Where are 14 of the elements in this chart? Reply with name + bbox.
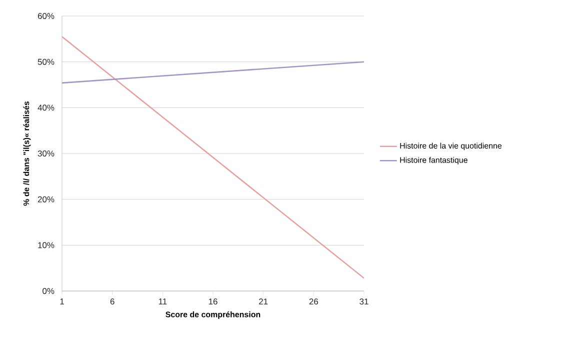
x-tick-label: 26 xyxy=(309,298,318,305)
x-tick-label: 16 xyxy=(208,298,218,305)
y-tick-label: 20% xyxy=(38,196,54,202)
y-tick-label: 10% xyxy=(38,242,54,248)
y-tick-label: 40% xyxy=(38,104,54,111)
x-tick-label: 11 xyxy=(158,298,167,304)
y-tick-label: 50% xyxy=(38,58,54,65)
x-tick-label: 6 xyxy=(110,298,114,305)
y-tick-label: 30% xyxy=(38,150,54,156)
y-tick-label: 0% xyxy=(42,288,54,294)
x-tick-label: 1 xyxy=(60,298,64,304)
x-tick-label: 21 xyxy=(259,298,268,304)
x-tick-label: 31 xyxy=(360,298,368,305)
y-tick-label: 60% xyxy=(38,13,54,19)
